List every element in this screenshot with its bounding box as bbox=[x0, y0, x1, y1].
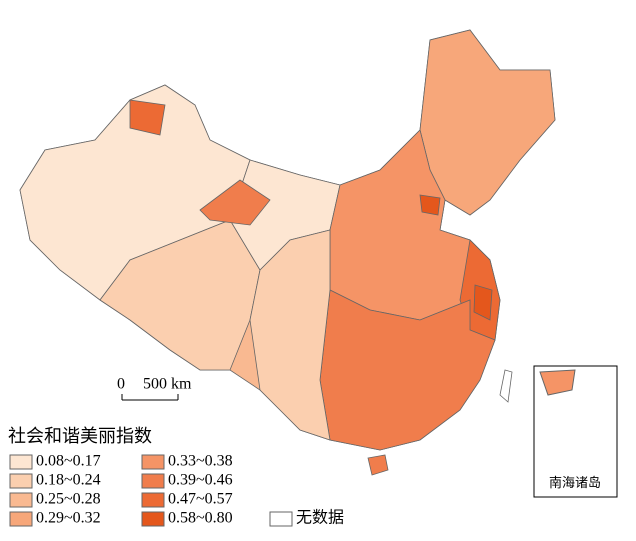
legend-label: 0.39~0.46 bbox=[168, 472, 233, 489]
legend: 社会和谐美丽指数 0.08~0.17 0.18~0.24 0.25~0.28 0.29… bbox=[8, 426, 344, 527]
legend-swatch bbox=[141, 492, 165, 508]
legend-label: 无数据 bbox=[296, 509, 344, 527]
legend-label: 0.08~0.17 bbox=[36, 453, 101, 470]
inset-coast bbox=[539, 369, 576, 396]
legend-swatch bbox=[9, 454, 33, 470]
china-map bbox=[19, 29, 556, 476]
legend-label: 0.18~0.24 bbox=[36, 472, 101, 489]
legend-title: 社会和谐美丽指数 bbox=[8, 426, 152, 446]
legend-swatch bbox=[269, 511, 293, 527]
legend-swatch bbox=[141, 511, 165, 527]
legend-swatch bbox=[9, 473, 33, 489]
legend-label: 0.47~0.57 bbox=[168, 491, 233, 508]
inset: 南海诸岛 bbox=[533, 365, 618, 498]
scale-start: 0 bbox=[117, 376, 125, 393]
legend-swatch bbox=[141, 473, 165, 489]
region-hotspot bbox=[129, 99, 166, 136]
hainan bbox=[367, 454, 389, 476]
legend-swatch bbox=[9, 511, 33, 527]
legend-label: 0.29~0.32 bbox=[36, 510, 101, 527]
region-hotspot bbox=[419, 194, 441, 216]
region-northeast bbox=[419, 29, 556, 216]
region-southwest bbox=[249, 229, 331, 441]
legend-swatch bbox=[9, 492, 33, 508]
inset-label: 南海诸岛 bbox=[549, 475, 601, 490]
legend-swatch bbox=[141, 454, 165, 470]
legend-label: 0.33~0.38 bbox=[168, 453, 233, 470]
scale-end: 500 km bbox=[143, 376, 192, 393]
scale-bar: 0 500 km bbox=[117, 376, 192, 401]
taiwan bbox=[499, 369, 513, 403]
region-hotspot bbox=[473, 284, 493, 321]
region-hotspot bbox=[199, 179, 271, 226]
legend-label: 0.58~0.80 bbox=[168, 510, 233, 527]
legend-label: 0.25~0.28 bbox=[36, 491, 101, 508]
